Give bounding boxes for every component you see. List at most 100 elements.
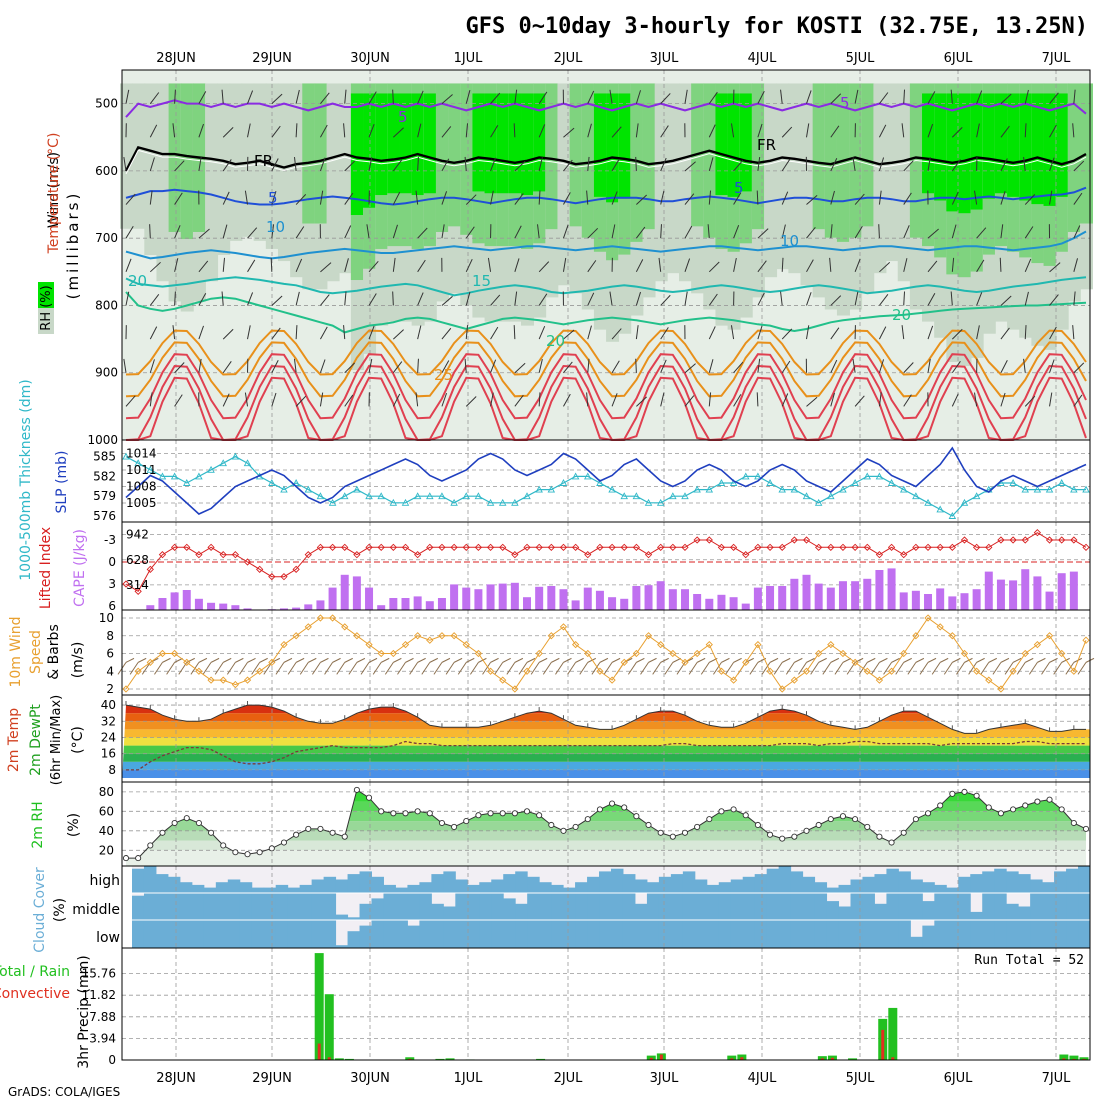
thickness-tick: 579: [93, 489, 116, 503]
wind10-barb: [944, 662, 952, 674]
cape-bar: [183, 590, 191, 610]
cape-bar: [803, 575, 811, 610]
cape-bar: [766, 586, 774, 610]
cloud-cell: [132, 869, 144, 893]
cloud-cell: [479, 893, 491, 920]
slp-tick: 1011: [126, 463, 157, 477]
cloud-cell: [587, 920, 599, 948]
wind10-barb-flag: [551, 658, 559, 662]
date-label-top: 1JUL: [454, 51, 484, 66]
cape-bar: [462, 588, 470, 610]
wind10-ylabel2: Speed: [28, 630, 44, 674]
rh-marker: [1010, 807, 1015, 812]
cape-bar: [1033, 576, 1041, 610]
rh-marker: [743, 813, 748, 818]
wind-barb: [514, 123, 515, 137]
cloud-cell: [264, 893, 276, 920]
cloud-cell: [168, 877, 180, 893]
slp-tick: 1014: [126, 447, 157, 461]
wind10-barb-flag: [989, 658, 997, 662]
rh-marker: [427, 811, 432, 816]
wind10-barb: [932, 662, 940, 674]
cloud-cell: [791, 920, 803, 948]
cape-bar: [620, 599, 628, 610]
cloud-cell: [791, 871, 803, 893]
rh-shade-light: [898, 83, 911, 281]
cape-bar: [596, 591, 604, 610]
cloud-cell: [695, 880, 707, 894]
temp-ylabel: Temperature (°C): [46, 133, 62, 255]
rh2m-ylabels: 2m RH (%): [30, 801, 82, 848]
cape-bar: [754, 588, 762, 610]
cloud-cell: [348, 874, 360, 893]
wind10-barb: [786, 662, 794, 674]
date-label-bottom: 5JUL: [846, 1071, 876, 1086]
wind10-barb: [835, 662, 843, 674]
cloud-cell: [156, 893, 168, 920]
cloud-level-label: high: [89, 873, 120, 889]
wind10-barb: [397, 662, 405, 674]
rh-shade-bright: [740, 93, 753, 191]
pressure-tick: 700: [95, 231, 118, 245]
cloud-cell: [383, 920, 395, 948]
cloud-cell: [216, 920, 228, 948]
rh-marker: [646, 822, 651, 827]
rh-marker: [1047, 797, 1052, 802]
temp-band: [122, 746, 1090, 754]
cloud-cell: [743, 920, 755, 948]
cloud-cell: [874, 874, 886, 893]
wind10-barb-flag: [235, 658, 243, 662]
cloud-cell: [491, 920, 503, 948]
rh-marker: [488, 811, 493, 816]
cloud-cell: [515, 904, 527, 920]
wind10-tick: 2: [106, 682, 114, 696]
cloud-cell: [372, 877, 384, 893]
wind10-barb: [823, 662, 831, 674]
cloud-cell: [623, 874, 635, 893]
wind10-barb: [507, 662, 515, 674]
cloud-cell: [827, 888, 839, 893]
cloud-cell: [479, 882, 491, 893]
cloud-cell: [180, 920, 192, 948]
cloud-cell: [407, 893, 419, 920]
cape-frame: [122, 522, 1090, 610]
cape-bar: [401, 598, 409, 610]
cape-bar: [778, 586, 786, 610]
cloud-cell: [922, 926, 934, 948]
cape-bar: [231, 605, 239, 610]
cloud-cell: [252, 888, 264, 893]
cloud-cell: [922, 882, 934, 893]
wind10-ylabel1: 10m Wind: [8, 616, 24, 687]
wind10-barb-flag: [199, 658, 207, 662]
wind10-barb-flag: [405, 658, 413, 662]
rh-shade-bright: [351, 93, 364, 215]
wind10-barb-flag: [333, 658, 341, 662]
cloud-cell: [647, 893, 659, 920]
rh-marker: [792, 834, 797, 839]
rh-marker: [609, 801, 614, 806]
cape-bar: [997, 580, 1005, 610]
cape-bar: [1046, 592, 1054, 610]
cape-bar: [815, 584, 823, 610]
rh-band: [122, 841, 1090, 851]
cloud-cell: [300, 893, 312, 920]
lifted-ylabel: Lifted Index: [38, 527, 54, 609]
cloud-cell: [551, 893, 563, 920]
cloud-cell: [467, 893, 479, 920]
thickness-tick: 585: [93, 450, 116, 464]
cloud-cell: [383, 885, 395, 893]
wind10-barb-flag: [211, 658, 219, 662]
wind10-barb-flag: [284, 658, 292, 662]
date-label-bottom: 2JUL: [554, 1071, 584, 1086]
cloud-cell: [635, 920, 647, 948]
rh-shade-bright: [934, 93, 947, 200]
rh2m-ylabel2: (%): [66, 813, 82, 837]
cloud-cell: [491, 880, 503, 894]
upper-ylabels: Wind (m/s) Temperature (°C) (millibars) …: [38, 133, 82, 334]
rh-marker: [379, 809, 384, 814]
cloud-cell: [827, 901, 839, 920]
cloud-cell: [539, 920, 551, 948]
